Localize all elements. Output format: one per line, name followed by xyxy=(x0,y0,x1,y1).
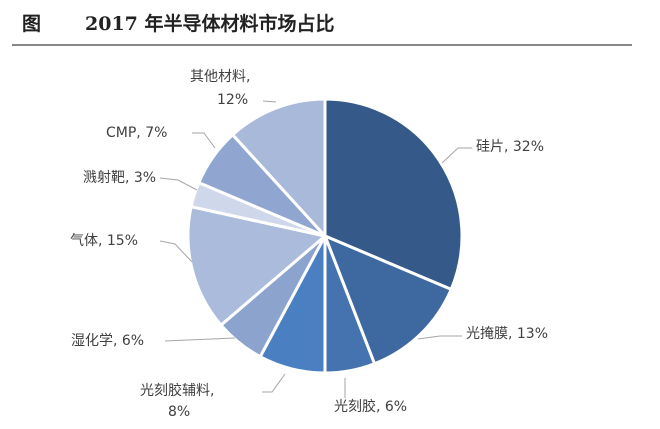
leader-line-sputter xyxy=(159,177,198,191)
label-other-pct: 12% xyxy=(217,92,249,108)
chart-title: 2017 年半导体材料市场占比 xyxy=(85,13,335,35)
label-photoresist: 光刻胶, 6% xyxy=(334,399,408,415)
title-divider xyxy=(12,44,632,46)
leader-line-photomask xyxy=(417,335,462,340)
leader-lines xyxy=(159,100,472,398)
label-photomask: 光掩膜, 13% xyxy=(466,326,549,342)
leader-line-photoresist-aux xyxy=(262,373,286,393)
pie-slice-5 xyxy=(186,205,327,327)
label-silicon: 硅片, 32% xyxy=(476,139,545,155)
label-photoresist-aux: 光刻胶辅料, xyxy=(140,383,215,399)
pie-slice-8 xyxy=(231,97,327,238)
label-cmp: CMP, 7% xyxy=(106,125,168,141)
label-photoresist-aux-pct: 8% xyxy=(168,404,191,420)
pie-slice-1 xyxy=(323,234,453,366)
label-other: 其他材料, xyxy=(190,69,251,85)
leader-line-gas xyxy=(159,240,193,263)
leader-line-cmp xyxy=(192,132,216,149)
leader-line-wet-chem xyxy=(164,337,236,342)
label-gas: 气体, 15% xyxy=(70,233,139,249)
leader-line-other xyxy=(262,100,277,103)
figure-label: 图 xyxy=(22,13,42,35)
pie-slice-0 xyxy=(323,97,464,291)
leader-line-silicon xyxy=(441,147,472,164)
label-sputter: 溅射靶, 3% xyxy=(83,170,157,186)
label-wet-chem: 湿化学, 6% xyxy=(71,333,145,349)
